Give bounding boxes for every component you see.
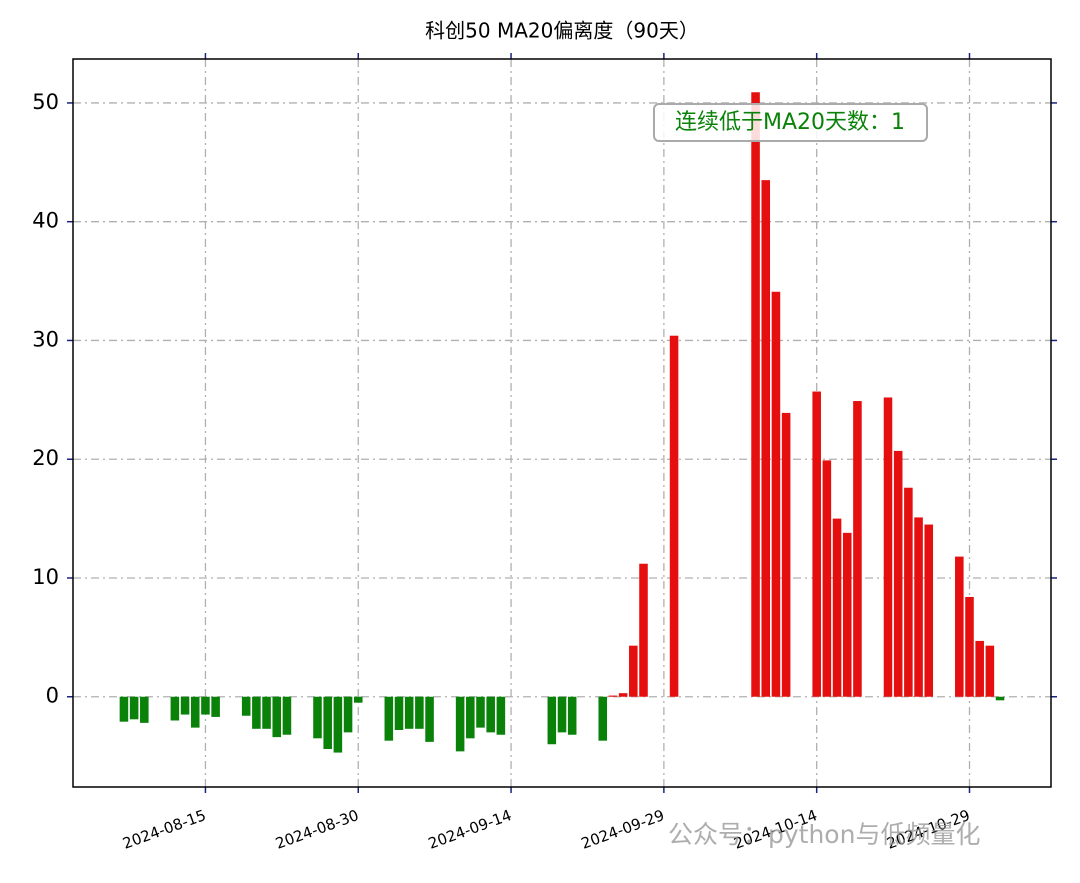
y-tick-label: 20 (32, 446, 59, 470)
bar (496, 696, 506, 735)
bar (904, 487, 913, 697)
x-tick-label: 2024-08-30 (273, 806, 361, 853)
bar (211, 696, 220, 717)
bar (425, 696, 434, 742)
bar (567, 696, 577, 735)
bar (842, 532, 852, 697)
bar (252, 696, 261, 729)
bar (415, 696, 424, 729)
bar (547, 696, 557, 745)
x-tick-label: 2024-09-29 (579, 806, 667, 853)
bar (333, 696, 343, 753)
x-tick-label: 2024-09-14 (426, 806, 514, 853)
bar (955, 556, 964, 697)
bar (323, 696, 332, 749)
bar (995, 696, 1005, 701)
bar (751, 92, 760, 697)
bar (313, 696, 322, 739)
bar (384, 696, 394, 741)
bar (557, 696, 567, 733)
bar (190, 696, 200, 728)
bar (608, 695, 618, 697)
y-tick-label: 30 (32, 327, 59, 351)
bar (241, 696, 251, 716)
watermark: 公众号：python与低频量化 (668, 820, 980, 849)
bar (343, 696, 353, 733)
bar (781, 412, 791, 697)
y-tick-label: 50 (32, 90, 59, 114)
bar (404, 696, 414, 729)
bar (262, 696, 271, 729)
bar (272, 696, 282, 738)
bar (129, 696, 139, 720)
y-tick-label: 10 (32, 565, 59, 589)
plot-frame (72, 58, 1052, 788)
bar (985, 645, 995, 697)
annotation: 连续低于MA20天数：1 (675, 110, 905, 135)
chart-title: 科创50 MA20偏离度（90天） (425, 19, 699, 43)
x-tick-label: 2024-08-15 (120, 806, 208, 853)
bar (924, 524, 934, 697)
bar (639, 563, 648, 697)
bar (914, 517, 923, 697)
bar (812, 391, 821, 697)
bar (822, 460, 832, 697)
bar (119, 696, 129, 722)
bar (455, 696, 465, 752)
bar (965, 596, 974, 697)
bar (618, 693, 628, 697)
bar (140, 696, 149, 723)
annotation-box (653, 103, 928, 142)
y-tick-label: 0 (46, 684, 59, 708)
bar (353, 696, 363, 703)
bar (476, 696, 485, 728)
bar (771, 291, 781, 697)
bar (853, 401, 862, 697)
bar (832, 518, 842, 697)
bar (170, 696, 180, 721)
bar (394, 696, 404, 730)
bar (893, 450, 903, 697)
bar (975, 640, 984, 697)
bar (466, 696, 475, 739)
bar (629, 645, 638, 697)
bar (180, 696, 190, 715)
bar (761, 180, 771, 697)
bar (669, 335, 679, 697)
bar (598, 696, 608, 741)
bar (201, 696, 210, 715)
y-tick-label: 40 (32, 209, 59, 233)
bar (883, 397, 893, 697)
bar (486, 696, 495, 733)
bar (282, 696, 292, 735)
